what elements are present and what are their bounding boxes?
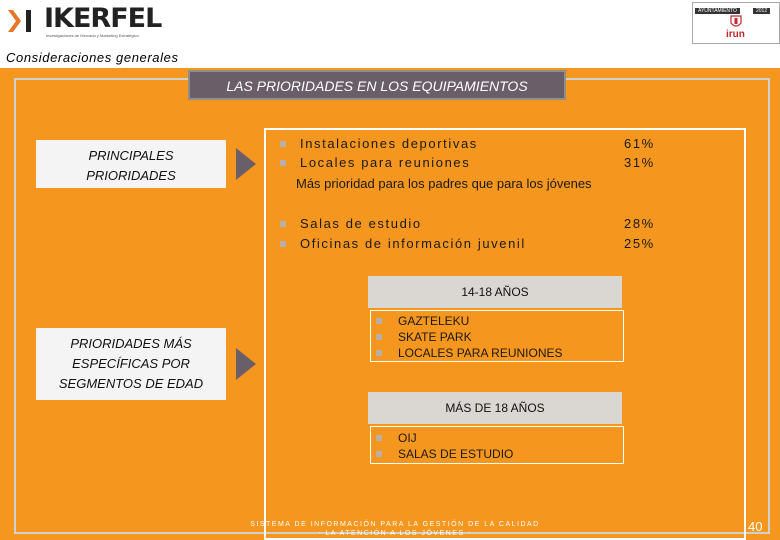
age-group-title: 14-18 AÑOS — [461, 285, 529, 299]
priority-item: Locales para reuniones — [280, 155, 470, 170]
age-group-item-label: OIJ — [398, 431, 417, 445]
ikerfel-logo-icon — [8, 10, 31, 32]
content-frame — [264, 128, 746, 540]
bullet-square-icon — [280, 140, 286, 147]
partner-logo-name: irun — [726, 29, 745, 40]
partner-logo-top: AYUNTAMIENTO — [695, 8, 740, 14]
principal-label-line: PRINCIPALES — [88, 148, 174, 163]
footer: SISTEMA DE INFORMACIÓN PARA LA GESTIÓN D… — [250, 520, 540, 538]
partner-logo: AYUNTAMIENTO 2012 irun — [692, 2, 780, 44]
priority-value: 31% — [624, 155, 655, 170]
priority-label: Oficinas de información juvenil — [300, 236, 526, 251]
bullet-square-icon — [376, 349, 382, 356]
footer-line: SISTEMA DE INFORMACIÓN PARA LA GESTIÓN D… — [250, 521, 540, 528]
principal-label-line: PRIORIDADES — [86, 168, 176, 183]
specific-label-line: PRIORIDADES MÁS — [70, 336, 192, 351]
specific-label-line: ESPECÍFICAS POR — [72, 356, 190, 371]
logo-text: IKERFEL — [44, 3, 162, 34]
bullet-square-icon — [376, 434, 382, 441]
priority-label: Salas de estudio — [300, 216, 422, 231]
footer-line: - LA ATENCIÓN A LOS JÓVENES - — [318, 530, 472, 537]
header: IKERFEL Investigaciones de Mercado y Mar… — [0, 0, 780, 44]
arrow-right-icon — [236, 148, 256, 180]
bullet-square-icon — [280, 159, 286, 166]
age-group-item: SKATE PARK — [376, 330, 472, 344]
specific-priorities-label: PRIORIDADES MÁS ESPECÍFICAS POR SEGMENTO… — [36, 328, 226, 400]
priority-item: Instalaciones deportivas — [280, 136, 478, 151]
bullet-square-icon — [280, 220, 286, 227]
slide-title-bar: LAS PRIORIDADES EN LOS EQUIPAMIENTOS — [188, 70, 566, 100]
priority-label: Locales para reuniones — [300, 155, 471, 170]
priority-item: Oficinas de información juvenil — [280, 236, 526, 251]
partner-logo-year: 2012 — [753, 8, 771, 14]
age-group-item: GAZTELEKU — [376, 314, 469, 328]
age-group-list-frame — [370, 426, 624, 464]
age-group-header: 14-18 AÑOS — [368, 276, 622, 308]
slide-title: LAS PRIORIDADES EN LOS EQUIPAMIENTOS — [226, 78, 528, 94]
priority-value: 28% — [624, 216, 655, 231]
age-group-item: LOCALES PARA REUNIONES — [376, 346, 563, 360]
bullet-square-icon — [280, 240, 286, 247]
logo-tagline: Investigaciones de Mercado y Marketing E… — [46, 33, 139, 38]
age-group-item: SALAS DE ESTUDIO — [376, 447, 513, 461]
principal-priorities-label: PRINCIPALES PRIORIDADES — [36, 140, 226, 188]
age-group-item-label: SALAS DE ESTUDIO — [398, 447, 514, 461]
age-group-item-label: SKATE PARK — [398, 330, 472, 344]
priority-value: 25% — [624, 236, 655, 251]
section-title: Consideraciones generales — [6, 50, 179, 65]
priority-value: 61% — [624, 136, 655, 151]
priority-note: Más prioridad para los padres que para l… — [296, 176, 592, 191]
page-number: 40 — [748, 519, 763, 534]
priority-item: Salas de estudio — [280, 216, 422, 231]
coat-of-arms-icon — [730, 15, 742, 27]
age-group-item: OIJ — [376, 431, 417, 445]
age-group-title: MÁS DE 18 AÑOS — [445, 401, 545, 415]
age-group-header: MÁS DE 18 AÑOS — [368, 392, 622, 424]
arrow-right-icon — [236, 348, 256, 380]
age-group-item-label: GAZTELEKU — [398, 314, 470, 328]
age-group-item-label: LOCALES PARA REUNIONES — [398, 346, 563, 360]
bullet-square-icon — [376, 450, 382, 457]
bullet-square-icon — [376, 317, 382, 324]
specific-label-line: SEGMENTOS DE EDAD — [58, 376, 204, 391]
age-group-list-frame — [370, 310, 624, 362]
section-bar: Consideraciones generales — [0, 44, 780, 68]
bullet-square-icon — [376, 333, 382, 340]
priority-label: Instalaciones deportivas — [300, 136, 478, 151]
